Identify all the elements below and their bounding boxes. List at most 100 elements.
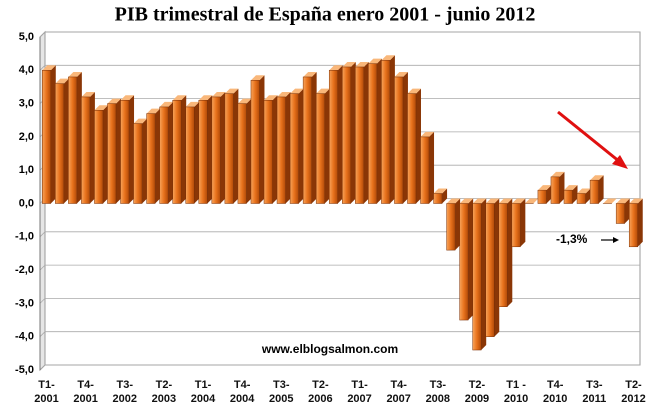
- bar: [472, 203, 482, 351]
- bar-top: [511, 198, 526, 204]
- bar-side: [429, 131, 435, 204]
- bar: [589, 179, 599, 204]
- bar-side: [272, 95, 278, 204]
- bar-side: [402, 71, 408, 204]
- bar-top: [159, 101, 174, 107]
- bar: [615, 203, 625, 224]
- bar: [159, 106, 169, 204]
- bar-top: [355, 61, 369, 67]
- grid-line: [39, 64, 640, 71]
- y-tick-label: 4,0: [19, 64, 34, 76]
- y-tick-label: -4,0: [15, 331, 34, 343]
- bar-side: [494, 198, 500, 337]
- bar-side: [220, 91, 226, 204]
- bar-top: [381, 55, 395, 61]
- x-tick-label: T4- 2004: [229, 379, 255, 405]
- bar: [563, 189, 573, 204]
- x-tick-label: T1- 2007: [347, 379, 372, 405]
- bar-side: [259, 75, 265, 204]
- bar-side: [129, 95, 135, 204]
- bar: [146, 113, 156, 204]
- x-tick-label: T2- 2003: [151, 379, 177, 405]
- bar-top: [537, 185, 552, 191]
- x-tick-label: T4- 2007: [386, 379, 411, 405]
- y-tick-label: -1,0: [15, 231, 34, 243]
- bar-top: [264, 95, 278, 101]
- x-tick-label: T2- 2009: [464, 379, 490, 405]
- bar: [94, 110, 104, 204]
- bar-top: [94, 105, 108, 111]
- x-tick-label: T3- 2002: [112, 379, 138, 405]
- y-tick-label: 2,0: [19, 131, 34, 143]
- bar-top: [250, 75, 265, 81]
- bar-side: [63, 78, 69, 204]
- x-tick-label: T3- 2008: [425, 379, 451, 405]
- bar-side: [76, 71, 82, 204]
- chart-title: PIB trimestral de España enero 2001 - ju…: [115, 4, 536, 26]
- grid-line: [39, 264, 640, 271]
- bar: [485, 203, 495, 337]
- bar-side: [142, 118, 148, 204]
- bar: [211, 96, 221, 204]
- trend-arrow-head: [612, 155, 628, 169]
- bar-side: [233, 88, 239, 204]
- x-tick-label: T2- 2006: [308, 379, 333, 405]
- bar-side: [546, 185, 552, 204]
- bar-top: [407, 88, 421, 94]
- bar: [120, 100, 130, 204]
- bar-side: [194, 101, 200, 204]
- trend-arrow: [557, 110, 621, 164]
- bar-top: [224, 88, 239, 94]
- bar-side: [415, 88, 421, 204]
- grid-line: [39, 364, 640, 371]
- bar-side: [285, 91, 291, 204]
- bar-side: [376, 58, 382, 204]
- bar: [628, 203, 638, 248]
- y-tick-label: -5,0: [15, 364, 34, 376]
- watermark: www.elblogsalmon.com: [261, 342, 398, 356]
- x-tick-label: T1- 2004: [190, 379, 216, 405]
- y-tick-label: -2,0: [15, 264, 34, 276]
- bar-side: [311, 71, 317, 204]
- y-tick-label: 5,0: [19, 31, 34, 43]
- bar: [394, 76, 404, 204]
- bar-top: [368, 58, 382, 64]
- bar: [433, 193, 443, 204]
- bar: [459, 203, 469, 321]
- bar: [68, 76, 78, 204]
- y-tick-label: -3,0: [15, 297, 34, 309]
- bar-top: [342, 61, 356, 67]
- y-tick-label: 0,0: [19, 197, 34, 209]
- bar-side: [585, 188, 591, 204]
- bar-side: [442, 188, 448, 204]
- bar: [355, 66, 365, 204]
- bar-top: [329, 65, 343, 71]
- bar-top: [81, 91, 95, 97]
- bar: [289, 93, 299, 204]
- bar-top: [172, 95, 187, 101]
- bar: [446, 203, 456, 251]
- bar-side: [102, 105, 108, 204]
- bar-side: [507, 198, 513, 307]
- bar-side: [298, 88, 304, 204]
- bar-side: [624, 198, 630, 224]
- bar-side: [481, 198, 487, 351]
- bar: [420, 136, 430, 204]
- bar-top: [485, 198, 500, 204]
- bar: [276, 96, 286, 204]
- bar: [342, 66, 352, 204]
- bar-top: [290, 88, 304, 94]
- bar-side: [468, 198, 474, 321]
- grid-line: [39, 331, 640, 337]
- bar-top: [146, 108, 161, 114]
- bar: [498, 203, 508, 307]
- bar: [133, 123, 143, 204]
- bar: [42, 70, 52, 204]
- bar: [368, 63, 378, 204]
- bar-side: [637, 198, 643, 247]
- bar-top: [420, 131, 435, 137]
- bar-top: [120, 95, 135, 101]
- bar: [172, 100, 182, 204]
